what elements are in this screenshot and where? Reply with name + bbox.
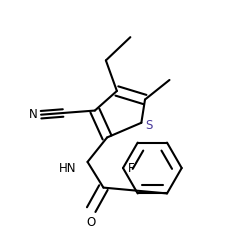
Text: F: F [127,161,134,175]
Text: S: S [145,119,152,132]
Text: N: N [29,108,38,121]
Text: O: O [87,216,96,229]
Text: HN: HN [59,161,77,175]
